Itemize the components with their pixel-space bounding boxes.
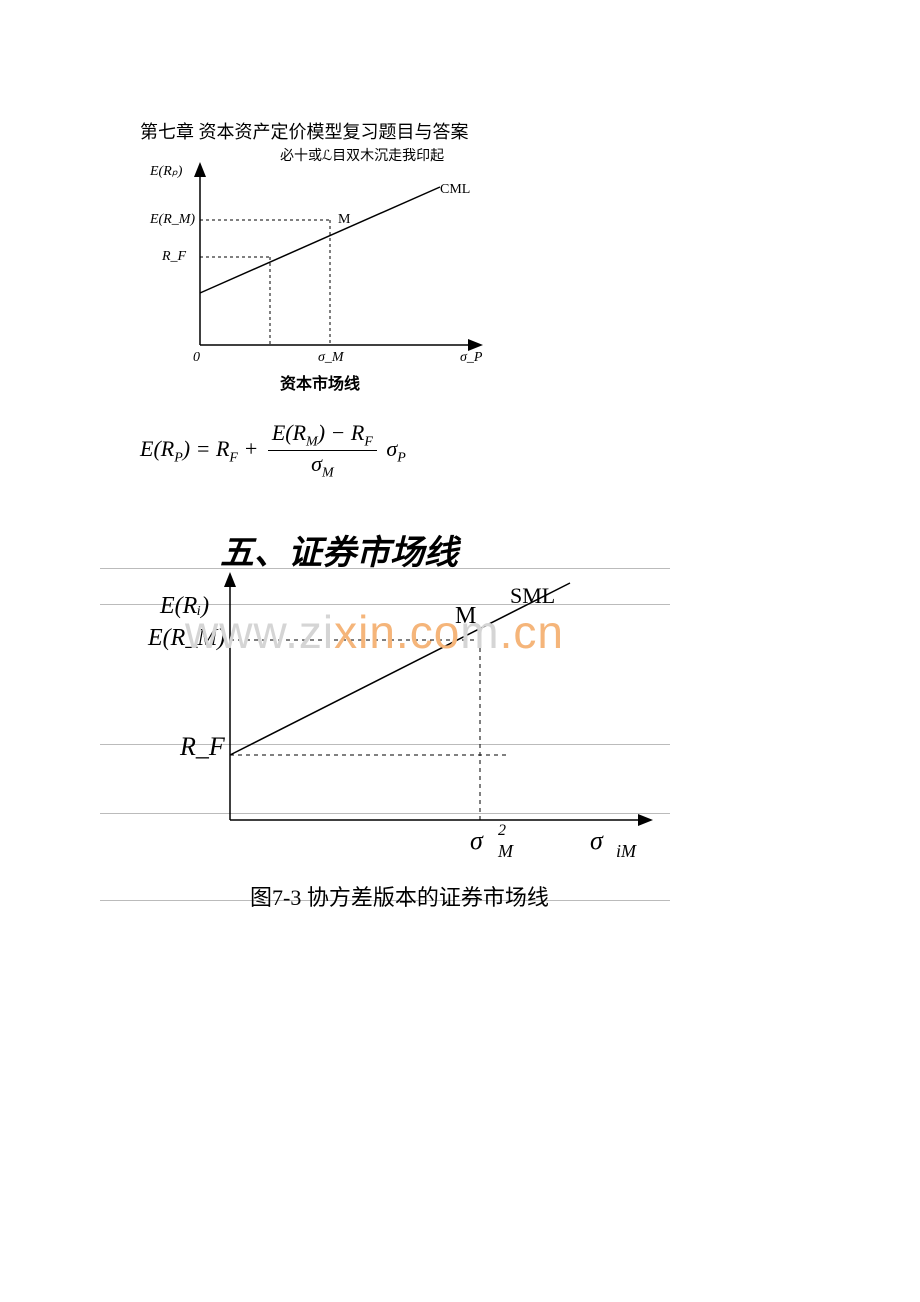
f-tail-sub: P — [397, 450, 406, 465]
svg-text:σ: σ — [590, 826, 604, 855]
svg-text:资本市场线: 资本市场线 — [280, 374, 360, 393]
svg-text:E(R_M): E(R_M) — [147, 625, 225, 651]
svg-text:2: 2 — [498, 822, 506, 839]
formula-cml: E(RP) = RF + E(RM) − RFσM σP — [140, 420, 406, 482]
svg-text:SML: SML — [510, 583, 555, 608]
f-lhs: E(R — [140, 436, 174, 461]
svg-text:M: M — [338, 212, 351, 227]
svg-text:CML: CML — [440, 182, 470, 197]
svg-text:M: M — [497, 841, 514, 861]
svg-text:图7-3 协方差版本的证券市场线: 图7-3 协方差版本的证券市场线 — [250, 885, 549, 910]
f-den: σM — [268, 451, 377, 481]
sml-chart: E(Rᵢ)E(R_M)R_Fσ2MσiMSMLM图7-3 协方差版本的证券市场线 — [140, 555, 690, 915]
f-lhs-sub: P — [174, 450, 183, 465]
svg-text:iM: iM — [616, 841, 637, 861]
cml-chart: E(Rₚ) E(R_M) R_F 0 σ_M σ_P CML M 必十或ℒ目双木沉走我印起资本市… — [140, 145, 540, 415]
svg-text:σ_M: σ_M — [318, 350, 345, 365]
svg-text:0: 0 — [193, 350, 200, 365]
page-title: 第七章 资本资产定价模型复习题目与答案 — [140, 118, 469, 144]
cml-svg: E(Rₚ) E(R_M) R_F 0 σ_M σ_P CML M 必十或ℒ目双木沉走我印起资本市… — [140, 145, 540, 415]
svg-text:必十或ℒ目双木沉走我印起: 必十或ℒ目双木沉走我印起 — [280, 148, 444, 164]
svg-text:R_F: R_F — [161, 249, 187, 264]
f-rhs1-sub: F — [229, 450, 238, 465]
f-tail: σ — [381, 436, 397, 461]
svg-text:E(Rₚ): E(Rₚ) — [149, 164, 183, 179]
svg-text:R_F: R_F — [179, 732, 226, 761]
svg-text:σ: σ — [470, 826, 484, 855]
svg-text:E(R_M): E(R_M) — [149, 212, 195, 227]
svg-text:E(Rᵢ): E(Rᵢ) — [159, 593, 209, 619]
f-rhs2: + — [238, 436, 264, 461]
svg-text:σ_P: σ_P — [460, 350, 483, 365]
f-rhs1: ) = R — [183, 436, 230, 461]
f-num: E(RM) − RF — [268, 420, 377, 451]
svg-text:M: M — [455, 603, 476, 629]
sml-svg: E(Rᵢ)E(R_M)R_Fσ2MσiMSMLM图7-3 协方差版本的证券市场线 — [140, 555, 690, 915]
f-frac: E(RM) − RFσM — [268, 420, 377, 482]
